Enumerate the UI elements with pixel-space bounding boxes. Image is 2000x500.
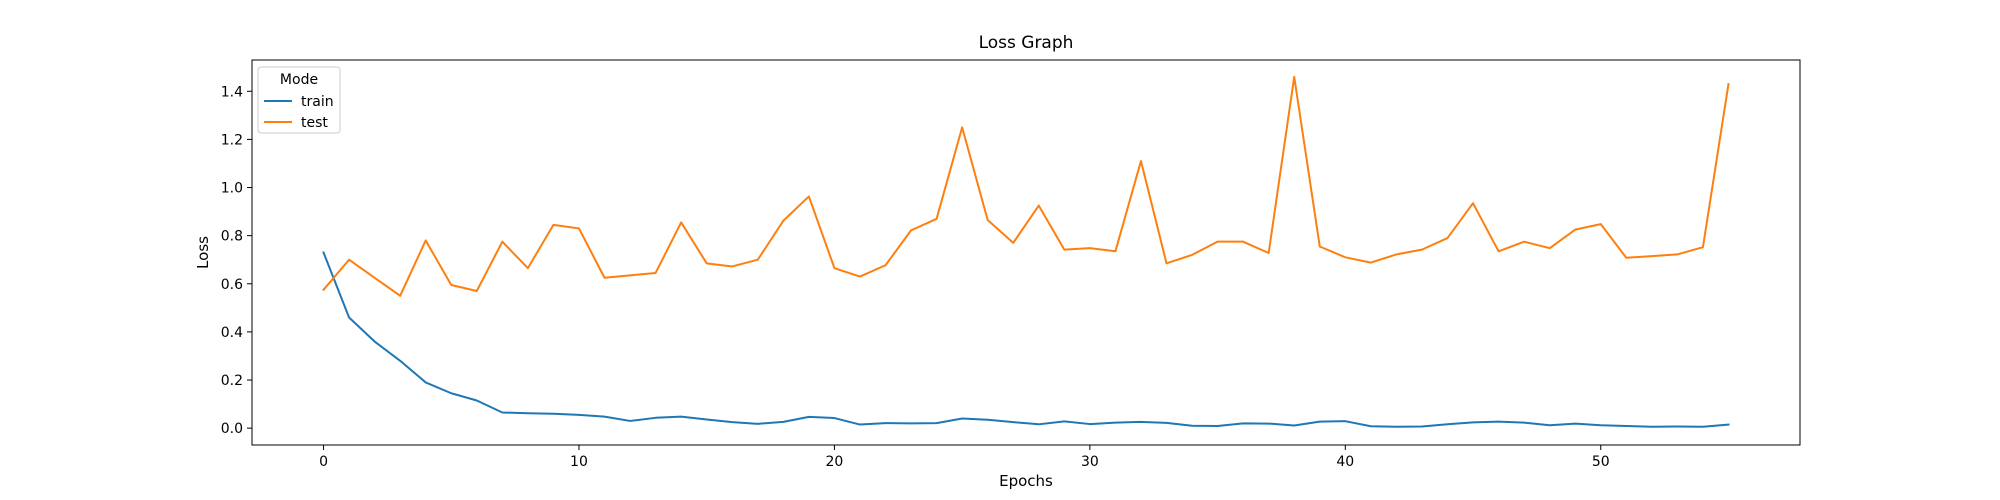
x-tick-label: 0 xyxy=(319,454,328,470)
y-tick-label: 0.2 xyxy=(221,373,243,389)
legend-box xyxy=(257,66,341,134)
y-tick-label: 0.6 xyxy=(221,277,243,293)
y-tick-label: 1.2 xyxy=(221,132,243,148)
x-tick-label: 10 xyxy=(570,454,588,470)
chart-title: Loss Graph xyxy=(979,33,1074,53)
x-tick-label: 40 xyxy=(1336,454,1354,470)
legend: Mode train test xyxy=(257,66,341,134)
series-line-train xyxy=(322,251,1730,428)
x-tick-label: 20 xyxy=(826,454,844,470)
series-lines xyxy=(322,75,1730,428)
x-tick-label: 50 xyxy=(1592,454,1610,470)
x-axis-label: Epochs xyxy=(999,472,1053,490)
y-tick-label: 0.8 xyxy=(221,229,243,245)
legend-label-train: train xyxy=(301,94,334,110)
plot-area xyxy=(251,59,1801,446)
x-tick-label: 30 xyxy=(1081,454,1099,470)
y-tick-label: 1.0 xyxy=(221,181,243,197)
y-tick-label: 1.4 xyxy=(221,84,243,100)
x-axis-ticks: 0 10 20 30 40 50 xyxy=(319,445,1610,470)
legend-label-test: test xyxy=(301,115,328,131)
y-tick-label: 0.4 xyxy=(221,325,243,341)
y-axis-label: Loss xyxy=(194,236,212,269)
series-line-test xyxy=(322,75,1730,297)
plot-frame xyxy=(251,59,1801,446)
y-axis-ticks: 0.0 0.2 0.4 0.6 0.8 1.0 1.2 1.4 xyxy=(221,84,252,437)
y-tick-label: 0.0 xyxy=(221,421,243,437)
legend-title: Mode xyxy=(280,72,318,88)
